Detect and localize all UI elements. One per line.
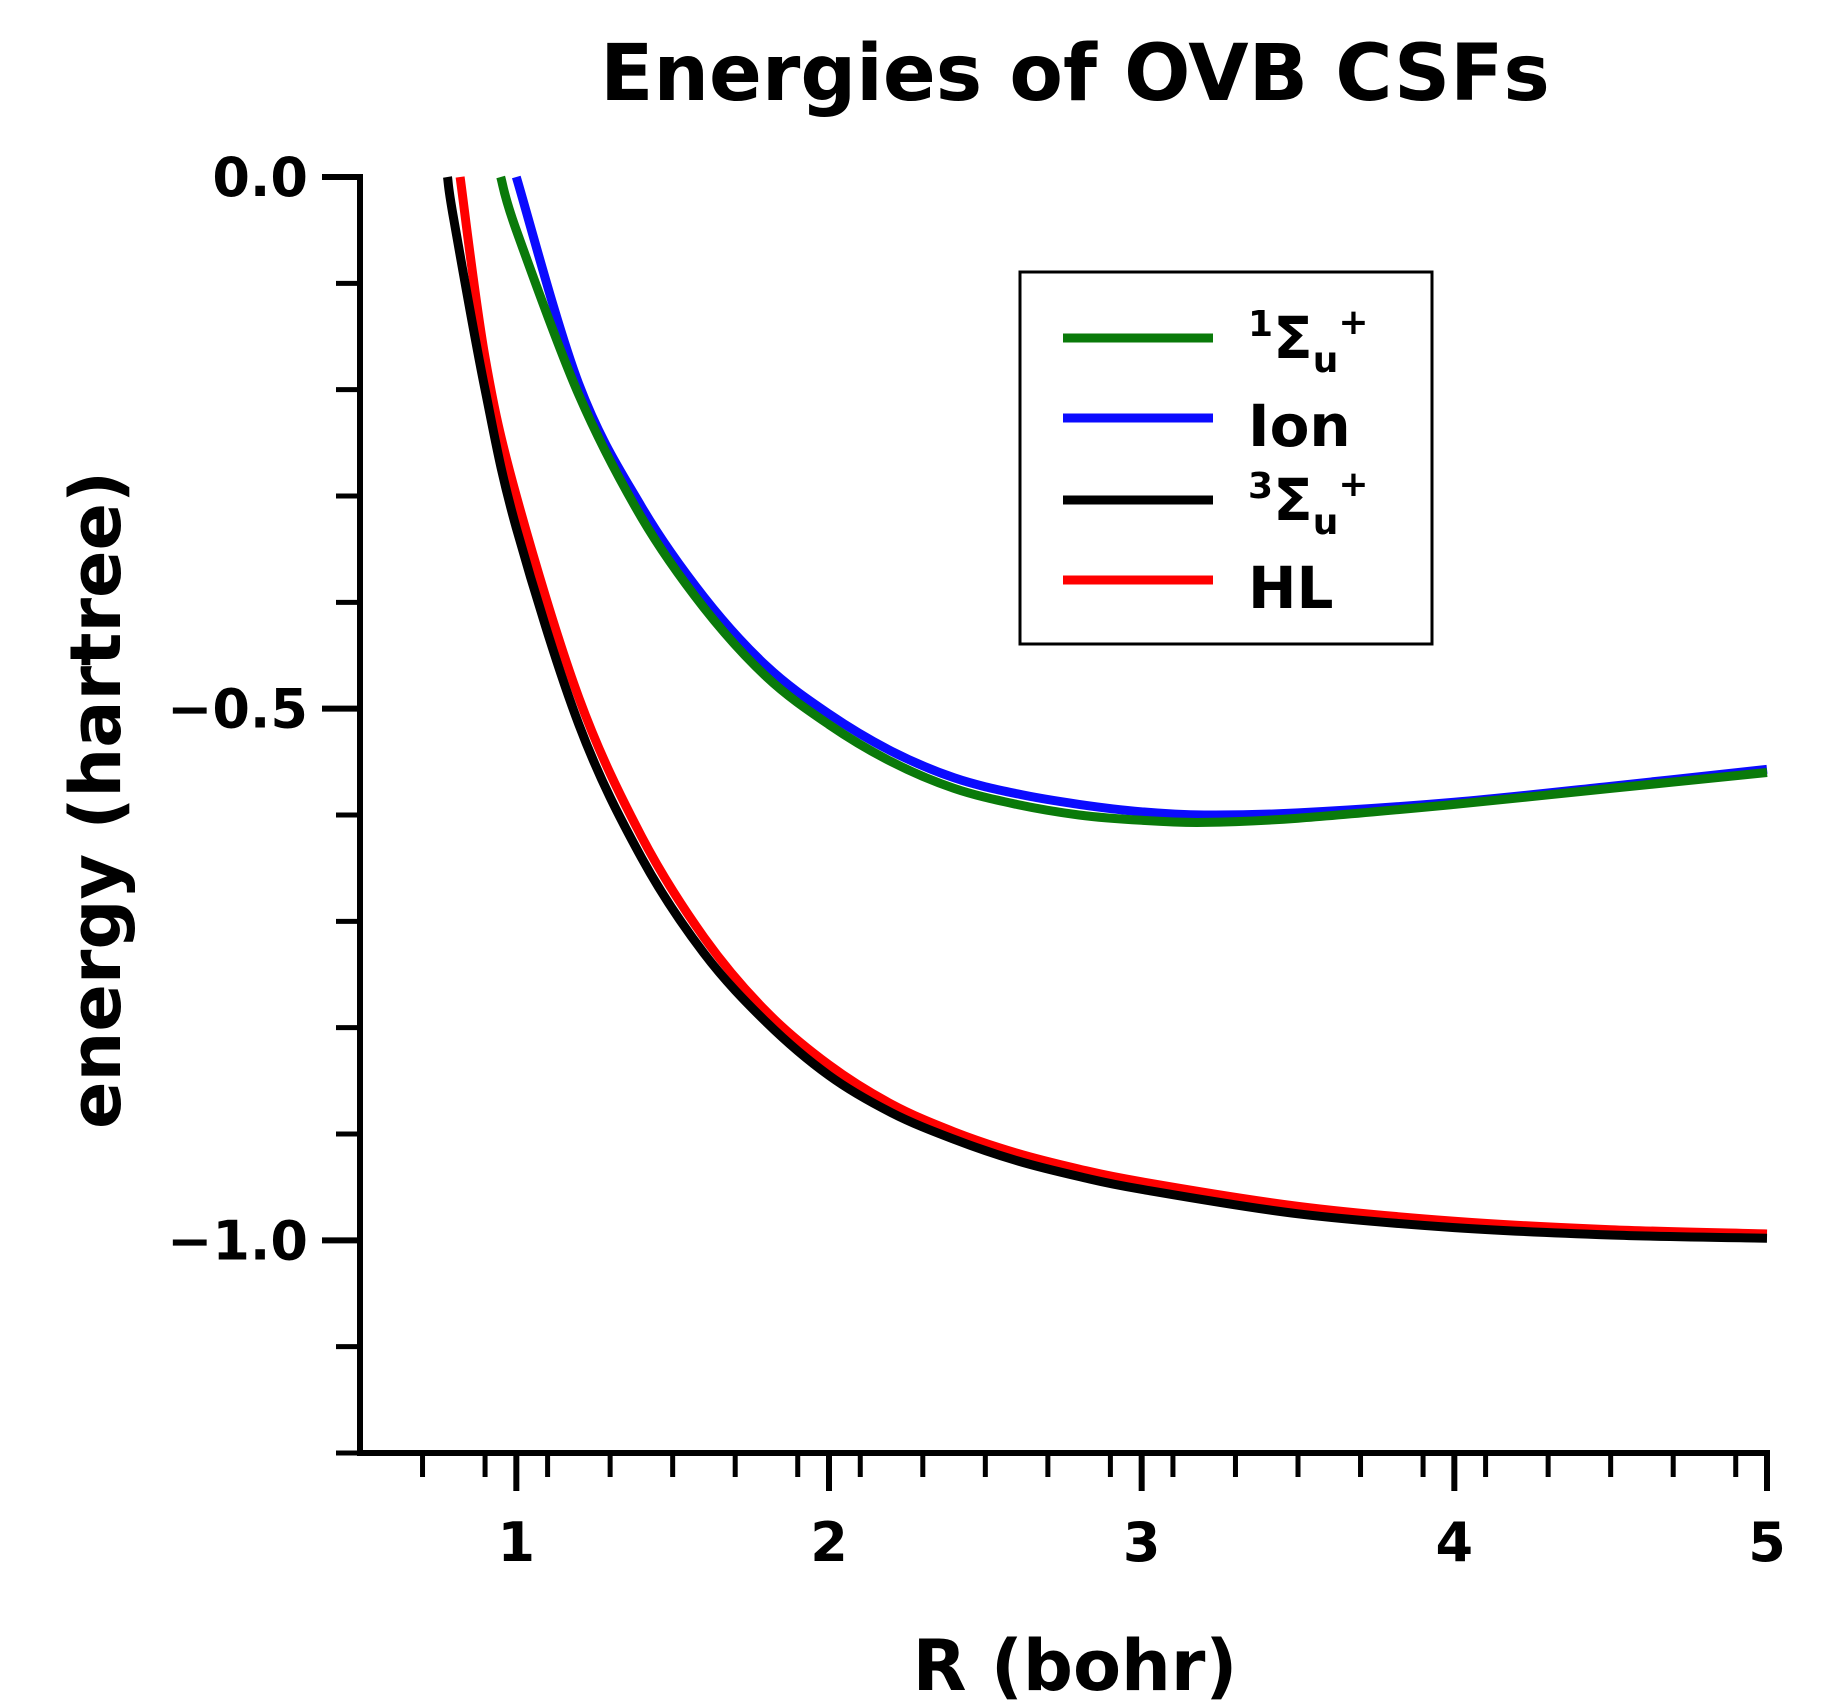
x-tick-label: 5: [1748, 1511, 1786, 1574]
legend-label-hl: HL: [1248, 554, 1334, 622]
legend-label-sigma3: 3Σu+: [1248, 464, 1369, 543]
y-tick-label: −0.5: [167, 678, 308, 741]
legend-sigma3-sub: u: [1313, 502, 1339, 543]
legend-label-sigma1: 1Σu+: [1248, 302, 1369, 381]
axes: 1 2 3 4 5 0.0 −0.5 −1.0: [167, 146, 1786, 1574]
series-line-sigma1: [496, 175, 1768, 827]
legend-sigma1-sub: u: [1313, 340, 1339, 381]
legend-sigma1-pre-sup: 1: [1248, 304, 1273, 345]
series-line-hl: [455, 176, 1768, 1239]
legend: 1Σu+ Ion 3Σu+ HL: [1018, 270, 1434, 646]
legend-sigma1-main: Σ: [1273, 304, 1313, 372]
legend-sigma3-main: Σ: [1273, 466, 1313, 534]
x-tick-label: 4: [1436, 1511, 1474, 1574]
legend-label-ion: Ion: [1248, 392, 1351, 460]
legend-sigma1-post-sup: +: [1338, 302, 1368, 343]
series-line-sigma3: [443, 176, 1768, 1243]
legend-sigma3-post-sup: +: [1338, 464, 1368, 505]
y-axis-label: energy (hartree): [55, 471, 137, 1129]
legend-sigma3-pre-sup: 3: [1248, 466, 1273, 507]
x-tick-label: 3: [1123, 1511, 1161, 1574]
legend-frame: [1018, 270, 1434, 646]
series-group: [443, 175, 1768, 1243]
x-tick-label: 1: [498, 1511, 536, 1574]
y-tick-label: 0.0: [212, 146, 308, 209]
y-tick-label: −1.0: [167, 1209, 308, 1272]
x-tick-label: 2: [810, 1511, 848, 1574]
chart-title: Energies of OVB CSFs: [600, 29, 1550, 119]
x-axis-label: R (bohr): [913, 1625, 1238, 1706]
